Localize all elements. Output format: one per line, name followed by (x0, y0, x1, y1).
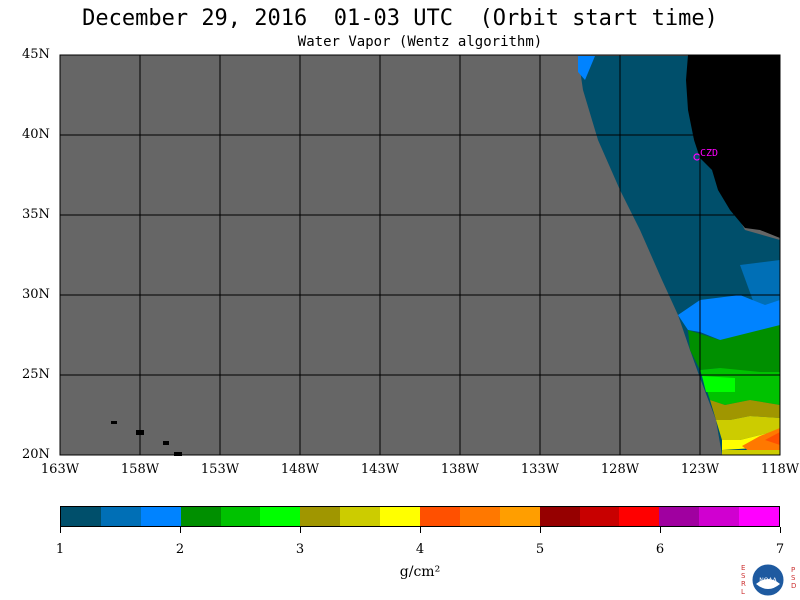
colorbar-swatch (140, 507, 181, 526)
longitude-label: 143W (360, 462, 400, 477)
latitude-label: 40N (22, 127, 50, 142)
colorbar-swatch (539, 507, 580, 526)
longitude-label: 158W (120, 462, 160, 477)
latitude-label: 35N (22, 207, 50, 222)
colorbar-swatch (180, 507, 221, 526)
colorbar-swatch (100, 507, 141, 526)
latitude-label: 25N (22, 367, 50, 382)
colorbar-swatch (420, 507, 460, 526)
longitude-label: 133W (520, 462, 560, 477)
colorbar (60, 506, 780, 527)
latitude-label: 20N (22, 447, 50, 462)
colorbar-tick-label: 4 (415, 542, 425, 557)
colorbar-swatch (300, 507, 341, 526)
colorbar-swatch (659, 507, 700, 526)
colorbar-swatch (459, 507, 500, 526)
colorbar-tick-mark (540, 527, 541, 533)
longitude-label: 163W (40, 462, 80, 477)
latitude-label: 30N (22, 287, 50, 302)
longitude-label: 118W (760, 462, 800, 477)
colorbar-swatch (260, 507, 301, 526)
colorbar-tick-label: 1 (55, 542, 65, 557)
longitude-label: 138W (440, 462, 480, 477)
colorbar-tick-mark (300, 527, 301, 533)
colorbar-tick-label: 3 (295, 542, 305, 557)
colorbar-tick-mark (660, 527, 661, 533)
colorbar-tick-label: 5 (535, 542, 545, 557)
longitude-label: 153W (200, 462, 240, 477)
north-america-land (686, 55, 780, 238)
graticule (60, 55, 780, 455)
colorbar-swatch (699, 507, 740, 526)
colorbar-tick-label: 7 (775, 542, 785, 557)
water-vapor-swath (578, 56, 780, 455)
colorbar-tick-label: 2 (175, 542, 185, 557)
colorbar-tick-mark (180, 527, 181, 533)
map-frame (59, 54, 781, 456)
latitude-label: 45N (22, 47, 50, 62)
map-subtitle: Water Vapor (Wentz algorithm) (297, 34, 543, 50)
colorbar-swatch (739, 507, 780, 526)
colorbar-tick-mark (60, 527, 61, 533)
svg-text:NOAA: NOAA (759, 577, 777, 584)
colorbar-swatch (499, 507, 540, 526)
colorbar-unit: g/cm² (399, 564, 441, 580)
colorbar-swatch (619, 507, 660, 526)
colorbar-swatch (340, 507, 381, 526)
map-title: December 29, 2016 01-03 UTC (Orbit start… (82, 6, 718, 31)
colorbar-swatch (61, 507, 101, 526)
colorbar-tick-mark (780, 527, 781, 533)
longitude-label: 123W (680, 462, 720, 477)
colorbar-tick-label: 6 (655, 542, 665, 557)
colorbar-swatch (380, 507, 421, 526)
colorbar-swatch (220, 507, 261, 526)
colorbar-tick-mark (420, 527, 421, 533)
colorbar-swatch (579, 507, 620, 526)
longitude-label: 148W (280, 462, 320, 477)
svg-text:PSD: PSD (791, 566, 796, 590)
longitude-label: 128W (600, 462, 640, 477)
station-label: CZD (700, 148, 718, 159)
